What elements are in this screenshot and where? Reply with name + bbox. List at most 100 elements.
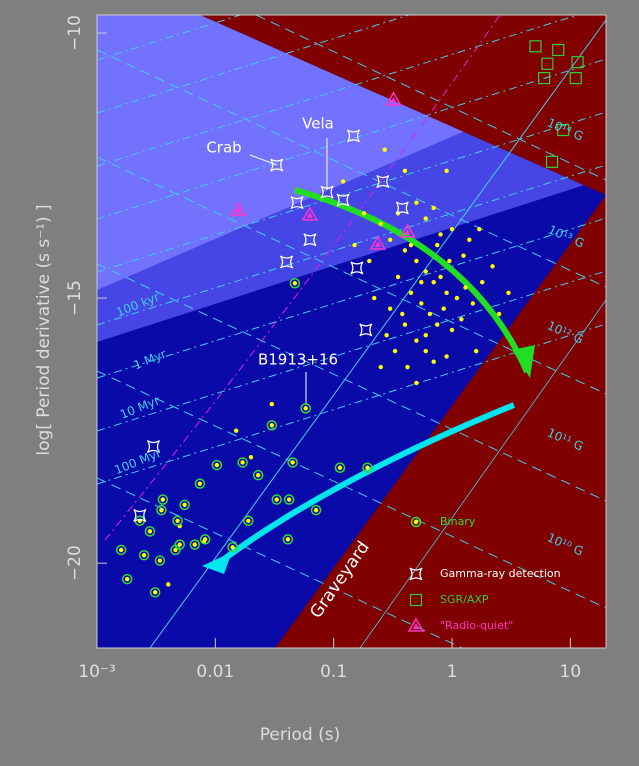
pulsar-point [480, 279, 485, 285]
marker-dot [286, 497, 292, 502]
pulsar-point [269, 401, 275, 407]
legend-label: "Radio-quiet" [440, 619, 513, 632]
marker-dot [182, 502, 187, 508]
annotation: B1913+16 [258, 351, 338, 369]
marker-ring [243, 515, 254, 527]
marker-dot [365, 465, 370, 470]
pulsar-point [496, 311, 502, 317]
radio-quiet-point [230, 201, 247, 216]
pulsar-point [233, 428, 239, 433]
pulsar-point [387, 306, 393, 311]
binary-point [194, 478, 206, 489]
gamma-point [280, 255, 294, 269]
pulsar-point [438, 232, 443, 237]
gamma-point [376, 174, 390, 188]
x-tick-label: 0.1 [320, 662, 347, 682]
marker-ring [121, 573, 133, 585]
binary-point [252, 469, 264, 481]
binary-point [115, 544, 127, 556]
pulsar-point [361, 211, 367, 216]
pulsar-point [414, 338, 419, 343]
binary-point [174, 539, 185, 550]
pulsar-point [506, 290, 511, 295]
binary-point [149, 587, 161, 598]
radio-quiet-point [385, 91, 402, 106]
pulsar-point [444, 290, 449, 295]
marker-dot [159, 507, 164, 513]
binary-point [156, 504, 167, 516]
marker-ring [266, 420, 278, 431]
marker-dot [303, 406, 308, 411]
marker-dot [141, 553, 147, 558]
marker-inner [404, 228, 411, 235]
sgr-point [529, 40, 542, 53]
pulsar-point [444, 354, 449, 359]
pulsar-point [414, 200, 419, 205]
binary-point [310, 504, 322, 516]
marker-ring [271, 494, 282, 505]
marker-outer [301, 206, 319, 221]
marker-ring [138, 549, 150, 561]
marker-dot [292, 281, 298, 286]
pulsar-point [419, 279, 424, 285]
marker-ring [172, 515, 183, 527]
gamma-point [290, 196, 304, 210]
marker-dot [177, 542, 182, 547]
marker-ring [300, 403, 311, 414]
legend-label: SGR/AXP [440, 593, 489, 606]
marker-ring [211, 459, 223, 471]
radio-quiet-point [301, 206, 319, 221]
marker-ring [179, 499, 190, 511]
legend-label: Binary [440, 515, 476, 528]
marker-ring [283, 494, 295, 505]
marker-inner [235, 207, 242, 214]
radio-quiet-point [399, 223, 416, 238]
pulsar-point [423, 333, 428, 338]
pulsar-point [423, 216, 428, 221]
y-axis-title: log[ Period derivative (s s⁻¹) ] [34, 204, 54, 455]
gamma-point [146, 440, 160, 454]
marker-inner [413, 623, 419, 629]
marker-dot [160, 497, 166, 502]
binary-point [227, 542, 238, 553]
plot-background [97, 15, 606, 648]
sgr-point [541, 57, 554, 70]
pulsar-point [384, 333, 389, 338]
gamma-point [395, 201, 409, 215]
binary-point [189, 539, 201, 550]
binary-point [287, 457, 298, 468]
pulsar-point [449, 226, 455, 232]
y-tick-label: −15 [65, 280, 85, 316]
pulsar-point [431, 205, 436, 211]
marker-ring [334, 462, 346, 473]
marker-outer [399, 223, 416, 238]
marker-dot [413, 519, 419, 525]
pulsar-point [408, 242, 414, 248]
pulsar-point [405, 364, 410, 370]
sgr-point [538, 71, 551, 85]
binary-point [237, 457, 248, 468]
marker-dot [147, 529, 153, 534]
pulsar-point [378, 221, 383, 227]
marker-ring [362, 462, 373, 473]
x-tick-label: 10⁻³ [78, 662, 115, 682]
marker-inner [374, 241, 381, 248]
marker-ring [289, 278, 301, 289]
annotation: Vela [302, 115, 334, 133]
pulsar-point [392, 348, 398, 354]
pulsar-point [166, 582, 171, 587]
marker-inner [306, 211, 313, 218]
pulsar-point [382, 147, 387, 152]
pulsar-point [367, 258, 372, 264]
pulsar-point [490, 264, 495, 269]
marker-ring [156, 504, 167, 516]
pulsar-point [387, 237, 393, 242]
marker-ring [237, 457, 248, 468]
marker-dot [230, 545, 235, 550]
marker-dot [152, 590, 158, 595]
binary-point [300, 403, 311, 414]
pulsar-point [473, 348, 479, 354]
pulsar-point [470, 301, 476, 306]
marker-dot [246, 518, 251, 523]
binary-point [138, 549, 150, 561]
